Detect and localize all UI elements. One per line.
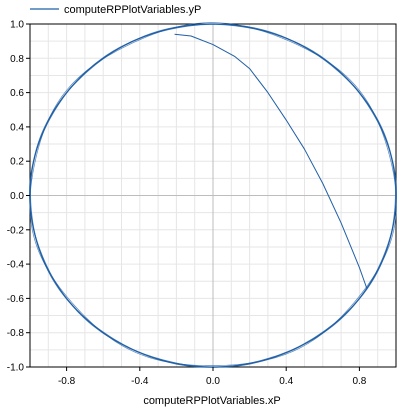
y-tick-label: -0.8 — [7, 328, 25, 339]
y-tick-label: -0.4 — [7, 260, 25, 271]
y-tick-label: -1.0 — [7, 363, 25, 374]
series-circle-trace — [30, 23, 397, 368]
y-axis-ticks: 1.0 0.8 0.6 0.4 0.2 0.0 -0.2 -0.4 -0.6 -0.8 -1.0 — [7, 20, 30, 374]
y-tick-label: -0.2 — [7, 225, 25, 236]
x-axis-ticks: -0.8 -0.4 0.0 0.4 0.8 — [58, 367, 367, 387]
y-tick-label: 0.4 — [10, 122, 24, 133]
y-tick-label: 0.8 — [10, 54, 24, 65]
y-tick-label: 0.6 — [10, 88, 24, 99]
zero-lines — [30, 24, 396, 367]
y-tick-label: 0.0 — [10, 191, 24, 202]
legend-label: computeRPPlotVariables.yP — [64, 4, 201, 16]
legend: computeRPPlotVariables.yP — [30, 4, 201, 16]
x-tick-label: 0.0 — [206, 376, 220, 387]
series-circle-trace — [29, 22, 397, 366]
y-tick-label: 0.2 — [10, 157, 24, 168]
x-axis-label: computeRPPlotVariables.xP — [143, 395, 280, 407]
y-tick-label: 1.0 — [10, 20, 24, 31]
x-tick-label: 0.4 — [279, 376, 293, 387]
x-tick-label: 0.8 — [352, 376, 366, 387]
x-tick-label: -0.8 — [58, 376, 76, 387]
x-tick-label: -0.4 — [131, 376, 149, 387]
y-tick-label: -0.6 — [7, 294, 25, 305]
series-arc-trace — [174, 33, 368, 289]
